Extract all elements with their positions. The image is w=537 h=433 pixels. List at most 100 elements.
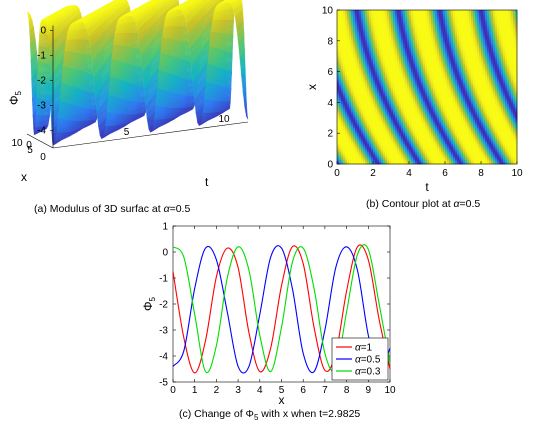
heatmap-cell xyxy=(339,140,342,143)
heatmap-cell xyxy=(337,118,340,121)
heatmap-cell xyxy=(337,46,340,49)
heatmap-cell xyxy=(339,46,342,49)
z-tick-label: -4 xyxy=(37,126,46,137)
heatmap-cell xyxy=(339,118,342,121)
heatmap-cell xyxy=(339,36,342,39)
heatmap-cell xyxy=(337,50,340,53)
heatmap-cell xyxy=(337,10,340,13)
heatmap-cell xyxy=(339,102,342,105)
heatmap-cell xyxy=(337,148,340,151)
heatmap-cell xyxy=(339,126,342,129)
heatmap-cell xyxy=(339,42,342,45)
heatmap-cell xyxy=(337,78,340,81)
t-tick-label: 0 xyxy=(26,140,32,151)
heatmap-cell xyxy=(337,106,340,109)
heatmap-cell xyxy=(339,114,342,117)
heatmap-cell xyxy=(337,72,340,75)
heatmap-cell xyxy=(341,150,344,153)
heatmap-cell xyxy=(339,94,342,97)
heatmap-cell xyxy=(337,136,340,139)
heatmap-cell xyxy=(339,48,342,51)
heatmap-cell xyxy=(337,18,340,21)
heatmap-cell xyxy=(337,52,340,55)
z-tick-label: -2 xyxy=(37,76,46,87)
z-tick-label: 0 xyxy=(40,26,46,37)
heatmap-cell xyxy=(337,90,340,93)
heatmap-cell xyxy=(337,130,340,133)
heatmap-cell xyxy=(337,60,340,63)
heatmap-cell xyxy=(339,154,342,157)
heatmap-cell xyxy=(337,40,340,43)
heatmap-cell xyxy=(339,80,342,83)
heatmap-cell xyxy=(339,162,342,165)
heatmap-cell xyxy=(337,138,340,141)
heatmap-cell xyxy=(339,54,342,57)
heatmap-cell xyxy=(337,140,340,143)
heatmap-cell xyxy=(337,24,340,27)
heatmap-cell xyxy=(339,50,342,53)
heatmap-cell xyxy=(339,152,342,155)
heatmap-cell xyxy=(337,100,340,103)
heatmap-cell xyxy=(337,86,340,89)
heatmap-cell xyxy=(341,142,344,145)
heatmap-cell xyxy=(337,88,340,91)
heatmap-cell xyxy=(337,142,340,145)
heatmap-cell xyxy=(341,152,344,155)
z-axis-label: Φ5 xyxy=(7,90,23,105)
heatmap-cell xyxy=(339,128,342,131)
heatmap-cell xyxy=(337,134,340,137)
t-tick-label: 10 xyxy=(218,114,230,125)
heatmap-cell xyxy=(337,152,340,155)
heatmap-cell xyxy=(337,12,340,15)
heatmap-cell xyxy=(339,28,342,31)
heatmap-cell xyxy=(339,142,342,145)
heatmap-cell xyxy=(339,72,342,75)
heatmap-cell xyxy=(339,34,342,37)
heatmap-cell xyxy=(339,40,342,43)
heatmap-cell xyxy=(339,22,342,25)
heatmap-cell xyxy=(339,64,342,67)
heatmap-cell xyxy=(339,74,342,77)
heatmap-cell xyxy=(337,112,340,115)
z-tick-label: -1 xyxy=(37,51,46,62)
heatmap-cell xyxy=(337,48,340,51)
heatmap-cell xyxy=(337,120,340,123)
heatmap-cell xyxy=(339,32,342,35)
heatmap-cell xyxy=(337,96,340,99)
heatmap-cell xyxy=(339,38,342,41)
heatmap-cell xyxy=(337,68,340,71)
heatmap-cell xyxy=(339,132,342,135)
heatmap-cell xyxy=(339,134,342,137)
heatmap-cell xyxy=(339,88,342,91)
heatmap-cell xyxy=(339,136,342,139)
heatmap-cell xyxy=(339,98,342,101)
heatmap-cell xyxy=(337,108,340,111)
heatmap-cell xyxy=(341,132,344,135)
heatmap-cell xyxy=(337,70,340,73)
caption-a: (a) Modulus of 3D surfac at α=0.5 xyxy=(34,203,191,215)
heatmap-cell xyxy=(339,130,342,133)
heatmap-cell xyxy=(341,146,344,149)
heatmap-cell xyxy=(339,82,342,85)
heatmap-cell xyxy=(337,64,340,67)
heatmap-cell xyxy=(337,158,340,161)
heatmap-cell xyxy=(341,158,344,161)
heatmap-cell xyxy=(339,58,342,61)
heatmap-cell xyxy=(337,128,340,131)
heatmap-cell xyxy=(337,28,340,31)
heatmap-cell xyxy=(337,94,340,97)
heatmap-cell xyxy=(339,100,342,103)
heatmap-cell xyxy=(341,134,344,137)
heatmap-cell xyxy=(337,126,340,129)
heatmap-cell xyxy=(337,104,340,107)
heatmap-cell xyxy=(339,30,342,33)
x-tick-label: 0 xyxy=(40,152,46,163)
heatmap-cell xyxy=(341,160,344,163)
heatmap-cell xyxy=(339,56,342,59)
x-tick-label: 5 xyxy=(27,145,33,156)
heatmap-cell xyxy=(337,102,340,105)
heatmap-cell xyxy=(337,92,340,95)
heatmap-cell xyxy=(337,84,340,87)
